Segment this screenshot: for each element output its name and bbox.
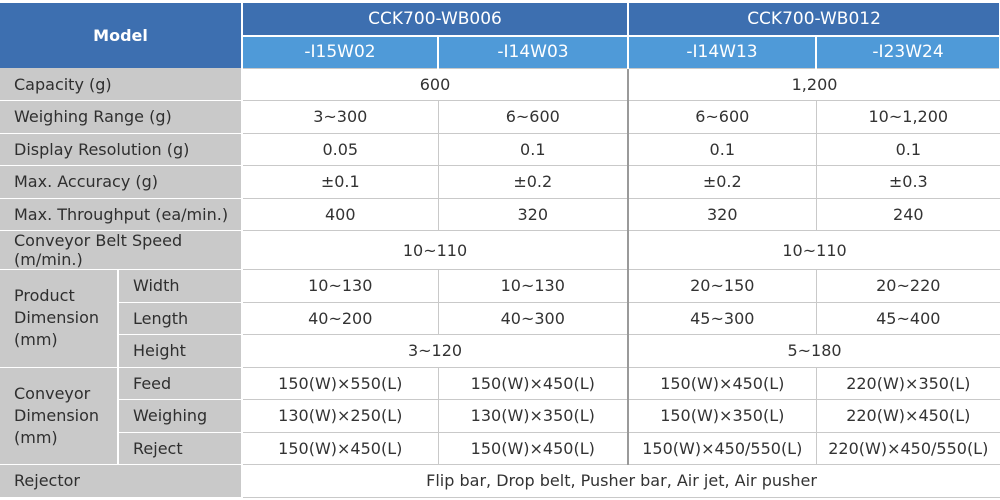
cell-value: 150(W)×450/550(L) <box>628 432 817 465</box>
cell-value: 600 <box>242 68 630 101</box>
group-header-wb012: CCK700-WB012 <box>628 3 1000 37</box>
cell-value: 40~200 <box>242 302 439 335</box>
cell-value: ±0.1 <box>242 165 439 199</box>
cell-value: 10~130 <box>242 269 439 303</box>
row-product-length: Length 40~200 40~300 45~300 45~400 <box>0 302 1000 335</box>
row-capacity: Capacity (g) 600 1,200 <box>0 68 1000 101</box>
cell-value: 130(W)×350(L) <box>438 399 630 433</box>
cell-value: 150(W)×450(L) <box>438 432 630 465</box>
sub-label: Length <box>118 302 244 335</box>
cell-value: 10~110 <box>628 230 1000 270</box>
label-line: (mm) <box>14 330 58 350</box>
cell-value: 5~180 <box>628 334 1000 368</box>
group-header-wb006: CCK700-WB006 <box>242 3 630 37</box>
cell-value: 320 <box>438 198 630 231</box>
label-line: Dimension <box>14 405 100 425</box>
row-label: Max. Accuracy (g) <box>0 165 244 199</box>
row-rejector: Rejector Flip bar, Drop belt, Pusher bar… <box>0 464 1000 498</box>
cell-value: ±0.2 <box>438 165 630 199</box>
variant-header: -I14W03 <box>438 35 630 69</box>
row-conveyor-weighing: Weighing 130(W)×250(L) 130(W)×350(L) 150… <box>0 399 1000 433</box>
row-conveyor-feed: Conveyor Dimension (mm) Feed 150(W)×550(… <box>0 367 1000 465</box>
cell-value: Flip bar, Drop belt, Pusher bar, Air jet… <box>242 464 1000 498</box>
cell-value: 6~600 <box>438 100 630 134</box>
row-conveyor-reject: Reject 150(W)×450(L) 150(W)×450(L) 150(W… <box>0 432 1000 465</box>
cell-value: 240 <box>816 198 1000 231</box>
sub-label: Weighing <box>118 399 244 433</box>
sub-label: Feed <box>118 367 244 400</box>
variant-header: -I23W24 <box>816 35 1000 69</box>
model-header: Model <box>0 3 244 69</box>
cell-value: 0.1 <box>438 133 630 166</box>
row-conveyor-speed: Conveyor Belt Speed (m/min.) 10~110 10~1… <box>0 230 1000 270</box>
conveyor-dimension-label: Conveyor Dimension (mm) <box>0 367 119 465</box>
label-line: Dimension <box>14 308 100 328</box>
row-product-height: Height 3~120 5~180 <box>0 334 1000 368</box>
spec-table: Model CCK700-WB006 CCK700-WB012 -I15W02 … <box>0 3 1000 498</box>
cell-value: 0.1 <box>816 133 1000 166</box>
row-display-resolution: Display Resolution (g) 0.05 0.1 0.1 0.1 <box>0 133 1000 166</box>
cell-value: 45~400 <box>816 302 1000 335</box>
row-label: Capacity (g) <box>0 68 244 101</box>
cell-value: 1,200 <box>628 68 1000 101</box>
label-line: Conveyor <box>14 383 91 403</box>
label-line: Product <box>14 286 75 306</box>
row-max-accuracy: Max. Accuracy (g) ±0.1 ±0.2 ±0.2 ±0.3 <box>0 165 1000 199</box>
sub-label: Width <box>118 269 244 303</box>
cell-value: 220(W)×450(L) <box>816 399 1000 433</box>
cell-value: 400 <box>242 198 439 231</box>
cell-value: 10~130 <box>438 269 630 303</box>
header-row-groups: Model CCK700-WB006 CCK700-WB012 <box>0 3 1000 69</box>
cell-value: 150(W)×550(L) <box>242 367 439 400</box>
row-label: Display Resolution (g) <box>0 133 244 166</box>
header-row-variants: -I15W02 -I14W03 -I14W13 -I23W24 <box>0 35 1000 69</box>
cell-value: 150(W)×450(L) <box>438 367 630 400</box>
row-label: Rejector <box>0 464 244 498</box>
cell-value: 40~300 <box>438 302 630 335</box>
cell-value: 6~600 <box>628 100 817 134</box>
cell-value: 45~300 <box>628 302 817 335</box>
row-weighing-range: Weighing Range (g) 3~300 6~600 6~600 10~… <box>0 100 1000 134</box>
cell-value: 3~120 <box>242 334 630 368</box>
cell-value: 150(W)×350(L) <box>628 399 817 433</box>
cell-value: 0.05 <box>242 133 439 166</box>
cell-value: ±0.3 <box>816 165 1000 199</box>
row-label: Conveyor Belt Speed (m/min.) <box>0 230 244 270</box>
row-label: Weighing Range (g) <box>0 100 244 134</box>
cell-value: 10~1,200 <box>816 100 1000 134</box>
cell-value: 130(W)×250(L) <box>242 399 439 433</box>
variant-header: -I14W13 <box>628 35 818 69</box>
cell-value: 320 <box>628 198 817 231</box>
cell-value: 150(W)×450(L) <box>242 432 439 465</box>
cell-value: 20~150 <box>628 269 817 303</box>
product-dimension-label: Product Dimension (mm) <box>0 269 119 368</box>
cell-value: 220(W)×350(L) <box>816 367 1000 400</box>
sub-label: Reject <box>118 432 244 465</box>
sub-label: Height <box>118 334 244 368</box>
cell-value: 0.1 <box>628 133 817 166</box>
cell-value: 3~300 <box>242 100 439 134</box>
cell-value: 150(W)×450(L) <box>628 367 817 400</box>
row-label: Max. Throughput (ea/min.) <box>0 198 244 231</box>
variant-header: -I15W02 <box>242 35 440 69</box>
row-product-width: Product Dimension (mm) Width 10~130 10~1… <box>0 269 1000 368</box>
cell-value: 220(W)×450/550(L) <box>816 432 1000 465</box>
cell-value: 20~220 <box>816 269 1000 303</box>
row-max-throughput: Max. Throughput (ea/min.) 400 320 320 24… <box>0 198 1000 231</box>
label-line: (mm) <box>14 427 58 447</box>
cell-value: 10~110 <box>242 230 630 270</box>
cell-value: ±0.2 <box>628 165 817 199</box>
